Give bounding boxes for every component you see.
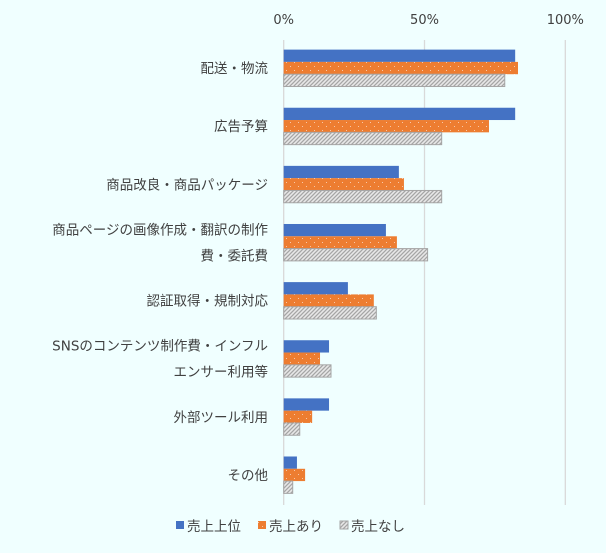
bar-dots [283,236,397,249]
bar-dots [283,61,518,75]
bar-diagonal-hatch [283,248,429,262]
category-label: 商品改良・商品パッケージ [106,177,268,193]
bar-dots [283,410,313,423]
bar-dots [283,294,374,307]
bar-dots [283,468,306,482]
legend-swatch [258,521,266,529]
bar-solid [283,223,386,237]
legend-swatch [339,520,349,530]
category-label: 配送・物流 [201,61,269,77]
bar-solid [283,456,297,469]
bar-solid [283,398,330,411]
bar-diagonal-hatch [283,131,443,146]
legend-label: 売上上位 [187,519,241,535]
category-label: 広告予算 [214,119,268,135]
legend-label: 売上なし [351,519,405,535]
bar-dots [283,178,404,191]
bar-diagonal-hatch [283,306,377,320]
x-tick-label: 100% [547,13,584,28]
bar-diagonal-hatch [283,422,301,436]
category-label: 外部ツール利用 [174,410,269,426]
x-tick-label: 50% [410,13,439,28]
bar-solid [283,107,516,121]
x-tick-label: 0% [273,13,294,28]
bar-dots [283,120,489,133]
category-label: SNSのコンテンツ制作費・インフル [52,339,268,355]
category-label: 認証取得・規制対応 [147,293,269,310]
bar-diagonal-hatch [283,364,332,378]
bar-diagonal-hatch [283,189,443,204]
bar-solid [283,49,516,62]
bar-solid [283,282,348,295]
bar-diagonal-hatch [283,73,506,88]
category-label: エンサー利用等 [174,364,269,381]
bar-diagonal-hatch [283,480,294,494]
category-label: 商品ページの画像作成・翻訳の制作 [52,222,268,238]
bar-solid [283,165,399,179]
bar-dots [283,352,321,365]
category-label: その他 [228,468,269,484]
legend-swatch [176,521,184,529]
legend-label: 売上あり [269,519,323,535]
bar-solid [283,340,330,353]
category-label: 費・委託費 [201,248,269,264]
